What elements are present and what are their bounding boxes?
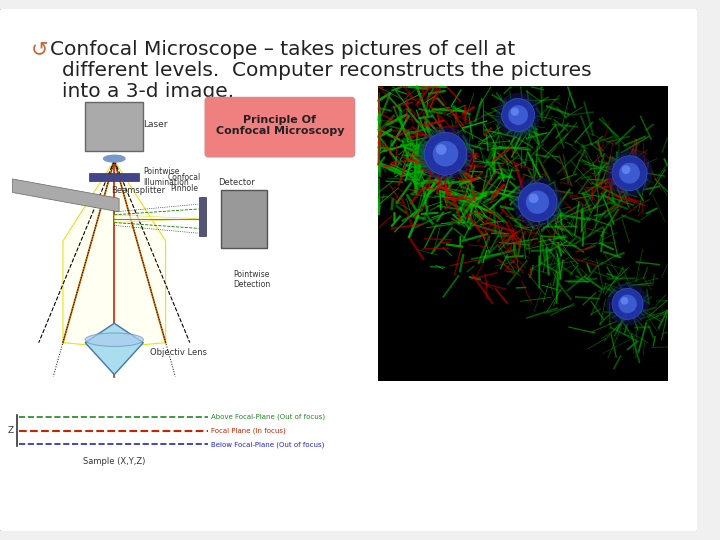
Circle shape: [618, 295, 637, 313]
Ellipse shape: [104, 155, 125, 162]
Bar: [199, 197, 207, 236]
Circle shape: [621, 297, 629, 305]
Circle shape: [528, 193, 539, 203]
Text: Beamsplitter: Beamsplitter: [112, 186, 166, 195]
Circle shape: [433, 141, 458, 166]
Circle shape: [526, 191, 549, 214]
Bar: [89, 173, 140, 181]
FancyBboxPatch shape: [205, 98, 354, 157]
Text: Above Focal-Plane (Out of focus): Above Focal-Plane (Out of focus): [211, 414, 325, 421]
Bar: [85, 103, 143, 151]
Text: different levels.  Computer reconstructs the pictures: different levels. Computer reconstructs …: [62, 61, 592, 80]
Circle shape: [424, 132, 467, 175]
Text: Laser: Laser: [143, 120, 168, 129]
Polygon shape: [85, 323, 143, 375]
Circle shape: [612, 288, 643, 319]
Text: Confocal
Pinhole: Confocal Pinhole: [167, 173, 201, 193]
Circle shape: [619, 163, 640, 184]
Polygon shape: [12, 179, 119, 212]
Text: Below Focal-Plane (Out of focus): Below Focal-Plane (Out of focus): [211, 441, 325, 448]
Circle shape: [621, 165, 631, 174]
Text: Detector: Detector: [218, 178, 255, 187]
Bar: [378, 86, 668, 381]
Circle shape: [606, 150, 653, 197]
Text: Z: Z: [7, 426, 14, 435]
Circle shape: [606, 282, 649, 325]
Text: Confocal Microscope – takes pictures of cell at: Confocal Microscope – takes pictures of …: [50, 39, 516, 58]
Circle shape: [518, 183, 557, 221]
Circle shape: [513, 177, 562, 227]
Polygon shape: [63, 160, 166, 347]
Circle shape: [612, 156, 647, 191]
Circle shape: [502, 99, 534, 132]
Circle shape: [508, 105, 528, 125]
Text: Pointwise
Illumination: Pointwise Illumination: [143, 167, 189, 187]
Bar: [221, 190, 267, 248]
Text: Sample (X,Y,Z): Sample (X,Y,Z): [83, 457, 145, 466]
Circle shape: [496, 93, 541, 137]
Text: ↺: ↺: [31, 39, 48, 59]
Ellipse shape: [85, 333, 143, 347]
Text: Pointwise
Detection: Pointwise Detection: [233, 270, 271, 289]
Text: into a 3-d image.: into a 3-d image.: [62, 82, 234, 101]
Circle shape: [436, 144, 446, 155]
Text: Principle Of
Confocal Microscopy: Principle Of Confocal Microscopy: [215, 115, 344, 137]
Text: Focal Plane (In focus): Focal Plane (In focus): [211, 428, 286, 434]
Circle shape: [510, 107, 519, 116]
Circle shape: [418, 127, 472, 181]
Polygon shape: [114, 215, 199, 222]
Text: Objectiv Lens: Objectiv Lens: [150, 348, 207, 357]
FancyBboxPatch shape: [0, 6, 699, 534]
